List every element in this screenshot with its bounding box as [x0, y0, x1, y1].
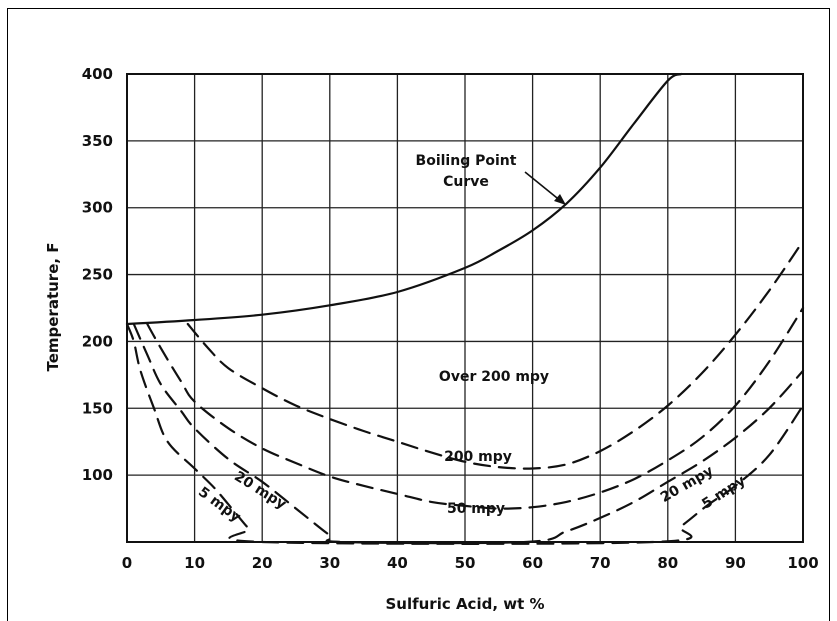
boiling-point-arrow-line	[524, 171, 563, 203]
y-axis-label: Temperature, F	[44, 242, 62, 371]
x-tick-label-90: 90	[725, 554, 746, 572]
curve-boiling-point-curve	[125, 72, 683, 326]
x-tick-label-80: 80	[657, 554, 678, 572]
y-tick-label-350: 350	[82, 132, 113, 150]
curve-50-mpy	[146, 306, 805, 510]
curve-200-mpy	[186, 240, 805, 470]
x-tick-label-20: 20	[252, 554, 273, 572]
boiling-point-arrow-head	[554, 194, 566, 205]
curves	[125, 72, 805, 545]
x-tick-label-60: 60	[522, 554, 543, 572]
curve-20-mpy	[132, 322, 805, 545]
annotations: Boiling Point Curve Over 200 mpy 200 mpy…	[195, 153, 748, 525]
annotation-50-mpy: 50 mpy	[447, 501, 505, 517]
x-axis-label: Sulfuric Acid, wt %	[385, 595, 544, 613]
x-tick-label-70: 70	[590, 554, 611, 572]
tick-labels: 0 10 20 30 40 50 60 70 80 90 100 100 150 200 250 300 350…	[82, 65, 819, 572]
annotation-5-mpy-left: 5 mpy	[195, 484, 244, 525]
y-tick-label-300: 300	[82, 199, 113, 217]
y-tick-label-100: 100	[82, 466, 113, 484]
figure-frame	[7, 8, 830, 621]
annotation-boiling-point: Boiling Point	[416, 153, 517, 169]
annotation-curve: Curve	[443, 174, 489, 190]
x-tick-label-0: 0	[122, 554, 132, 572]
x-tick-label-10: 10	[184, 554, 205, 572]
x-tick-label-50: 50	[455, 554, 476, 572]
annotation-over-200-mpy: Over 200 mpy	[439, 369, 549, 385]
x-tick-label-30: 30	[319, 554, 340, 572]
curve-5-mpy	[125, 322, 805, 545]
x-tick-label-100: 100	[787, 554, 818, 572]
y-tick-label-400: 400	[82, 65, 113, 83]
y-tick-label-200: 200	[82, 332, 113, 350]
y-tick-label-250: 250	[82, 266, 113, 284]
y-tick-label-150: 150	[82, 399, 113, 417]
x-tick-label-40: 40	[387, 554, 408, 572]
annotation-200-mpy: 200 mpy	[444, 449, 512, 465]
